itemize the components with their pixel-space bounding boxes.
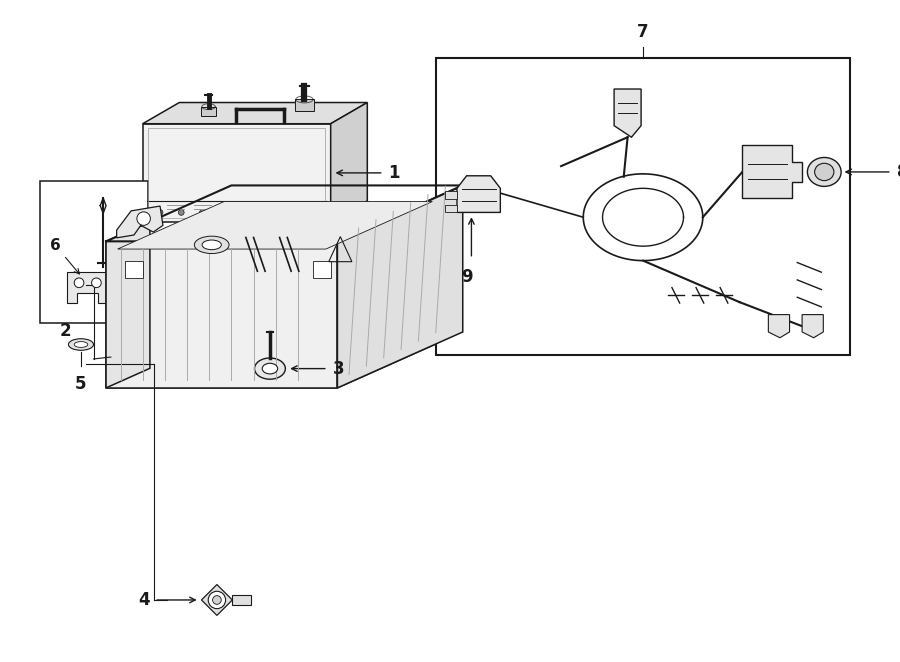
Text: 6: 6: [50, 238, 79, 274]
Bar: [446, 191, 457, 199]
Circle shape: [137, 212, 150, 225]
Polygon shape: [742, 145, 802, 198]
Ellipse shape: [194, 236, 230, 254]
Circle shape: [242, 210, 248, 215]
Polygon shape: [106, 222, 150, 388]
Polygon shape: [802, 314, 824, 338]
Text: 5: 5: [76, 375, 86, 393]
Circle shape: [92, 278, 101, 287]
Polygon shape: [457, 176, 500, 213]
Circle shape: [263, 210, 269, 215]
Bar: [436, 58, 850, 355]
Polygon shape: [143, 103, 367, 124]
Text: 8: 8: [896, 163, 900, 181]
Ellipse shape: [255, 358, 285, 379]
Polygon shape: [201, 107, 216, 117]
Polygon shape: [68, 272, 108, 303]
Polygon shape: [338, 185, 463, 388]
Polygon shape: [118, 201, 432, 249]
Polygon shape: [143, 124, 330, 222]
Circle shape: [220, 210, 227, 215]
Text: 1: 1: [389, 164, 400, 182]
Polygon shape: [106, 332, 463, 388]
Polygon shape: [117, 206, 163, 238]
Circle shape: [74, 278, 84, 287]
Circle shape: [200, 210, 205, 215]
Bar: [40, 181, 148, 323]
Polygon shape: [330, 103, 367, 222]
Ellipse shape: [74, 342, 87, 348]
Polygon shape: [769, 314, 789, 338]
Circle shape: [284, 210, 290, 215]
Circle shape: [178, 210, 184, 215]
Ellipse shape: [202, 240, 221, 250]
Text: 3: 3: [333, 359, 344, 377]
Ellipse shape: [814, 164, 834, 181]
Text: 4: 4: [138, 591, 149, 609]
Text: 2: 2: [59, 322, 71, 340]
Polygon shape: [232, 595, 251, 605]
Bar: [125, 261, 143, 278]
Circle shape: [306, 210, 311, 215]
Bar: [313, 261, 330, 278]
Circle shape: [158, 210, 163, 215]
Polygon shape: [295, 99, 314, 111]
Text: 9: 9: [461, 268, 472, 287]
Ellipse shape: [262, 363, 277, 374]
Ellipse shape: [68, 339, 94, 350]
Polygon shape: [106, 242, 338, 388]
Bar: [446, 205, 457, 213]
Circle shape: [212, 596, 221, 604]
Polygon shape: [202, 585, 232, 616]
Polygon shape: [614, 89, 641, 137]
Text: 7: 7: [637, 23, 649, 41]
Ellipse shape: [807, 158, 842, 187]
Circle shape: [208, 591, 226, 608]
